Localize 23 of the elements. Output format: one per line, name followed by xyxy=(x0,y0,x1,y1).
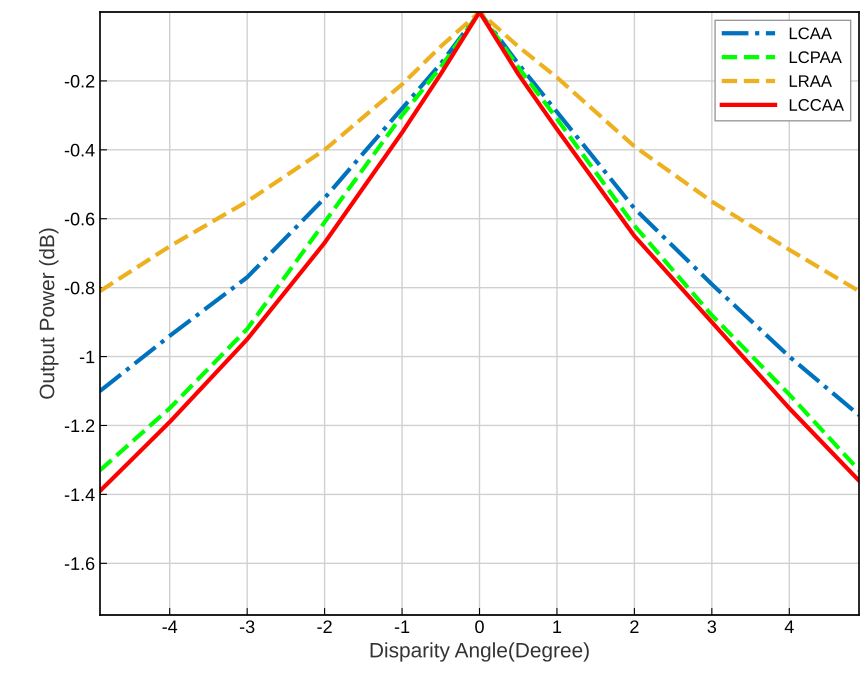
x-tick-label: 2 xyxy=(630,620,639,633)
y-tick-label: -0.2 xyxy=(64,74,94,88)
y-tick-label: -1 xyxy=(80,350,94,364)
x-tick-label: -2 xyxy=(317,620,332,633)
y-tick-label: -1.4 xyxy=(64,488,95,501)
x-tick-label: 0 xyxy=(475,620,484,634)
y-tick-label: -1.6 xyxy=(64,557,94,570)
legend-label: LCAA xyxy=(790,27,832,40)
x-tick-label: -1 xyxy=(394,620,410,633)
y-tick-label: -0.8 xyxy=(64,282,94,294)
x-tick-label: 1 xyxy=(553,620,562,633)
y-tick-label: -0.6 xyxy=(64,212,94,226)
x-tick-label: -4 xyxy=(162,620,178,633)
y-tick-label: -0.4 xyxy=(64,144,95,157)
y-axis-title: Output Power (dB) xyxy=(39,228,58,399)
x-axis-title: Disparity Angle(Degree) xyxy=(370,642,589,662)
y-tick-label: -1.2 xyxy=(64,419,94,432)
legend-label: LRAA xyxy=(790,75,832,87)
x-tick-label: 4 xyxy=(784,620,794,633)
legend-label: LCPAA xyxy=(790,51,842,64)
x-tick-label: -3 xyxy=(240,620,254,634)
legend-label: LCCAA xyxy=(790,99,844,111)
x-tick-label: 3 xyxy=(708,620,716,634)
